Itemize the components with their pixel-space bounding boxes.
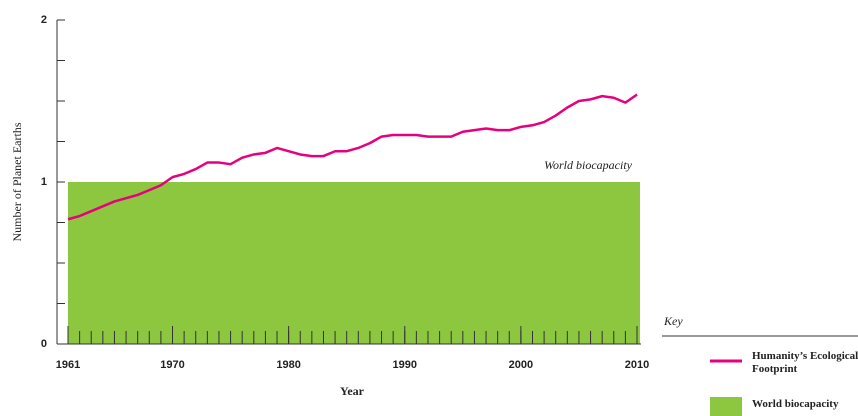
legend-title: Key <box>663 314 683 328</box>
x-axis-label: Year <box>340 384 365 398</box>
footprint-line <box>67 93 638 221</box>
y-tick-label: 2 <box>41 14 47 26</box>
legend-biocapacity-label: World biocapacity <box>752 398 839 410</box>
y-axis-label: Number of Planet Earths <box>10 122 24 241</box>
annotation: World biocapacity <box>544 158 633 172</box>
x-tick-label: 1961 <box>56 359 80 371</box>
legend-biocapacity-swatch <box>710 397 742 416</box>
x-tick-label: 1970 <box>160 359 184 371</box>
y-tick-label: 1 <box>41 176 47 188</box>
y-tick-label: 0 <box>41 338 47 350</box>
x-tick-label: 2000 <box>509 359 533 371</box>
x-tick-label: 1990 <box>393 359 417 371</box>
biocapacity-area <box>68 182 640 344</box>
x-tick-label: 1980 <box>276 359 300 371</box>
legend-footprint-label: Humanity’s Ecological Footprint <box>752 350 858 375</box>
x-tick-label: 2010 <box>625 359 649 371</box>
